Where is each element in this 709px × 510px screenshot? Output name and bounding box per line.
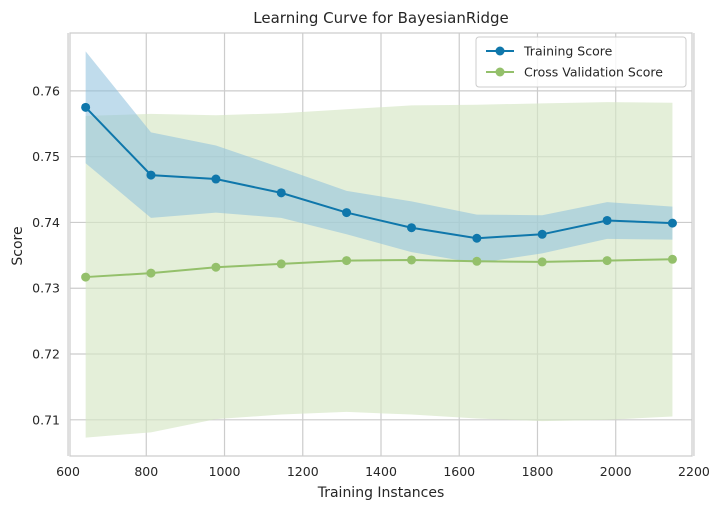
training-score-point [602,215,612,225]
training-score-point [667,218,677,228]
y-tick-labels: 0.71 0.72 0.73 0.74 0.75 0.76 [32,83,60,427]
chart-title: Learning Curve for BayesianRidge [253,9,508,27]
training-score-line [84,106,673,240]
x-tick-label: 1600 [443,464,475,479]
legend-marker-training [495,46,505,56]
training-score-band [85,51,673,264]
x-tick-label: 800 [134,464,158,479]
y-tick-label: 0.73 [32,281,60,296]
x-tick-labels: 600 800 1000 1200 1400 1600 1800 2000 2200 [56,464,709,479]
series-points [81,102,677,282]
cv-score-point [407,255,417,265]
training-score-point [342,208,352,218]
y-tick-label: 0.72 [32,347,60,362]
legend-box [475,36,687,88]
cv-score-point [146,268,156,278]
cv-score-line [85,258,673,279]
x-tick-label: 1400 [365,464,397,479]
x-tick-label: 1000 [209,464,241,479]
y-tick-label: 0.76 [32,83,60,98]
x-tick-label: 600 [56,464,80,479]
y-axis-label: Score [10,226,26,265]
training-score-point [276,188,286,198]
x-tick-label: 2200 [678,464,709,479]
y-tick-label: 0.74 [32,215,60,230]
cv-score-point [342,256,352,266]
training-score-point [81,102,91,112]
cv-score-point [276,259,286,269]
cv-score-point [667,254,677,264]
y-tick-label: 0.75 [32,149,60,164]
cv-score-point [211,262,221,272]
legend-label-cv: Cross Validation Score [524,65,663,80]
cv-score-point [81,272,91,282]
legend-label-training: Training Score [523,44,613,59]
legend-marker-cv [495,67,505,77]
plot-frame [69,32,693,457]
cv-score-point [537,257,547,267]
x-tick-label: 1200 [287,464,319,479]
cv-score-point [472,256,482,266]
training-score-point [146,170,156,180]
training-score-point [211,174,221,184]
x-tick-label: 2000 [600,464,632,479]
training-score-point [472,233,482,243]
y-tick-label: 0.71 [32,412,60,427]
training-score-point [407,223,417,233]
series-lines [84,106,673,279]
training-score-point [537,229,547,239]
x-tick-label: 1800 [522,464,554,479]
legend: Training Score Cross Validation Score [475,36,687,88]
x-axis-label: Training Instances [317,485,445,501]
confidence-bands [85,51,673,438]
cv-score-point [602,256,612,266]
